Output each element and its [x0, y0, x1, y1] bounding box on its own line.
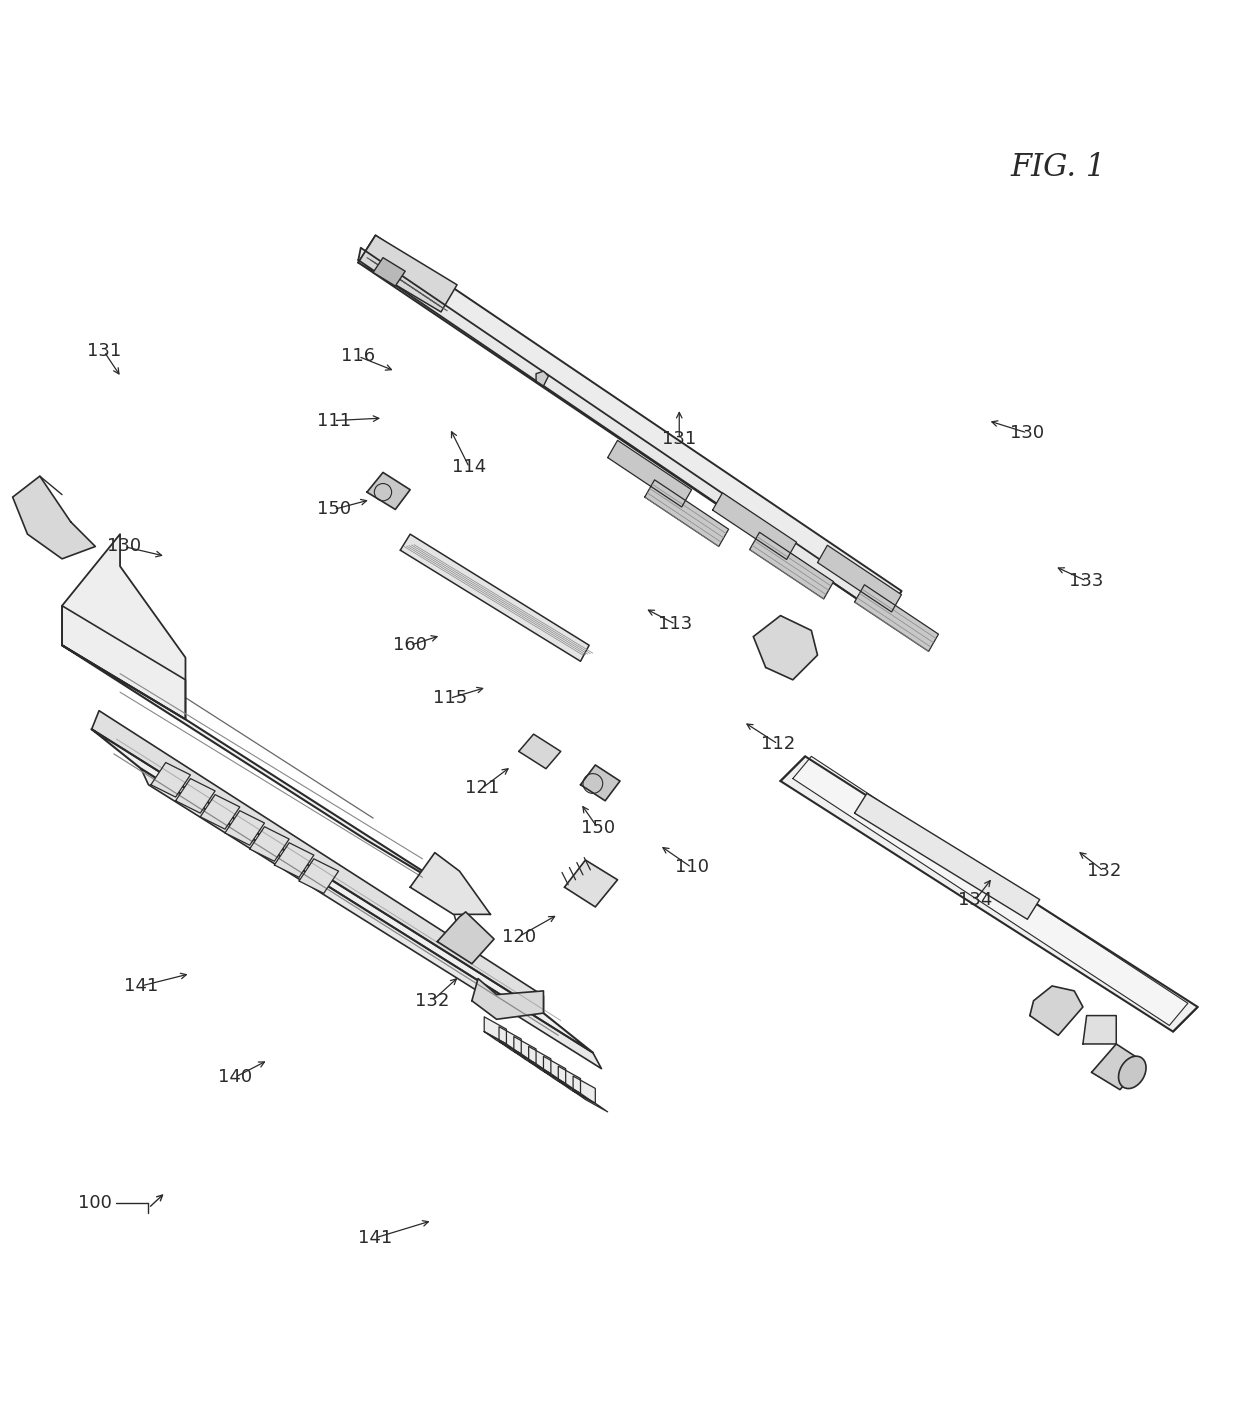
Polygon shape	[498, 1027, 521, 1054]
Polygon shape	[645, 480, 729, 547]
Polygon shape	[274, 843, 314, 878]
Ellipse shape	[1118, 1057, 1146, 1089]
Polygon shape	[92, 710, 543, 1013]
Text: 133: 133	[1069, 572, 1104, 590]
Polygon shape	[513, 1037, 536, 1064]
Text: 113: 113	[658, 616, 693, 633]
Text: 130: 130	[1011, 424, 1044, 442]
Polygon shape	[528, 1047, 551, 1074]
Polygon shape	[151, 762, 191, 797]
Text: 114: 114	[453, 458, 486, 476]
Polygon shape	[513, 1051, 548, 1072]
Text: 141: 141	[124, 976, 159, 995]
Polygon shape	[141, 769, 601, 1068]
Polygon shape	[62, 606, 186, 720]
Polygon shape	[249, 827, 289, 861]
Polygon shape	[558, 1067, 580, 1093]
Polygon shape	[1030, 986, 1083, 1036]
Text: 111: 111	[316, 411, 351, 430]
Polygon shape	[484, 1017, 506, 1044]
Polygon shape	[580, 765, 620, 800]
Polygon shape	[1083, 1016, 1116, 1044]
Text: 100: 100	[78, 1195, 113, 1212]
Polygon shape	[299, 859, 339, 893]
Polygon shape	[358, 248, 892, 620]
Polygon shape	[62, 645, 490, 914]
Text: 132: 132	[415, 992, 450, 1010]
Text: 131: 131	[87, 342, 122, 361]
Polygon shape	[92, 730, 593, 1053]
Polygon shape	[792, 757, 1188, 1026]
Polygon shape	[401, 534, 589, 661]
Text: 120: 120	[502, 927, 536, 945]
Polygon shape	[817, 545, 901, 612]
Text: 130: 130	[107, 537, 141, 555]
Text: 141: 141	[358, 1229, 393, 1247]
Polygon shape	[558, 1081, 593, 1102]
Text: 115: 115	[433, 689, 466, 707]
Polygon shape	[518, 734, 560, 769]
Polygon shape	[367, 472, 410, 510]
Polygon shape	[750, 533, 833, 599]
Text: FIG. 1: FIG. 1	[1011, 152, 1106, 183]
Polygon shape	[176, 779, 215, 813]
Polygon shape	[484, 1031, 518, 1053]
Polygon shape	[543, 1071, 578, 1092]
Text: 132: 132	[1086, 862, 1121, 881]
Polygon shape	[62, 534, 186, 720]
Text: 112: 112	[761, 735, 795, 752]
Text: 134: 134	[959, 890, 993, 909]
Text: 150: 150	[316, 500, 351, 519]
Text: 116: 116	[341, 348, 376, 365]
Polygon shape	[543, 1057, 565, 1084]
Polygon shape	[472, 978, 543, 1019]
Polygon shape	[1091, 1044, 1145, 1089]
Text: 121: 121	[465, 779, 498, 797]
Polygon shape	[224, 810, 264, 845]
Text: 150: 150	[580, 819, 615, 837]
Polygon shape	[713, 493, 796, 559]
Polygon shape	[410, 852, 490, 914]
Polygon shape	[358, 235, 901, 619]
Polygon shape	[498, 1041, 533, 1062]
Polygon shape	[780, 757, 1198, 1031]
Polygon shape	[358, 235, 458, 311]
Text: 140: 140	[218, 1068, 252, 1086]
Polygon shape	[528, 1061, 563, 1082]
Polygon shape	[854, 793, 1039, 919]
Polygon shape	[201, 795, 239, 828]
Polygon shape	[608, 441, 692, 507]
Polygon shape	[854, 585, 939, 651]
Text: 110: 110	[675, 858, 708, 876]
Polygon shape	[754, 616, 817, 679]
Polygon shape	[564, 859, 618, 907]
Polygon shape	[536, 371, 548, 386]
Text: 160: 160	[393, 637, 427, 654]
Polygon shape	[373, 258, 405, 286]
Text: 131: 131	[662, 430, 697, 448]
Polygon shape	[573, 1076, 595, 1103]
Polygon shape	[12, 476, 95, 559]
Polygon shape	[573, 1091, 608, 1112]
Polygon shape	[438, 912, 494, 964]
